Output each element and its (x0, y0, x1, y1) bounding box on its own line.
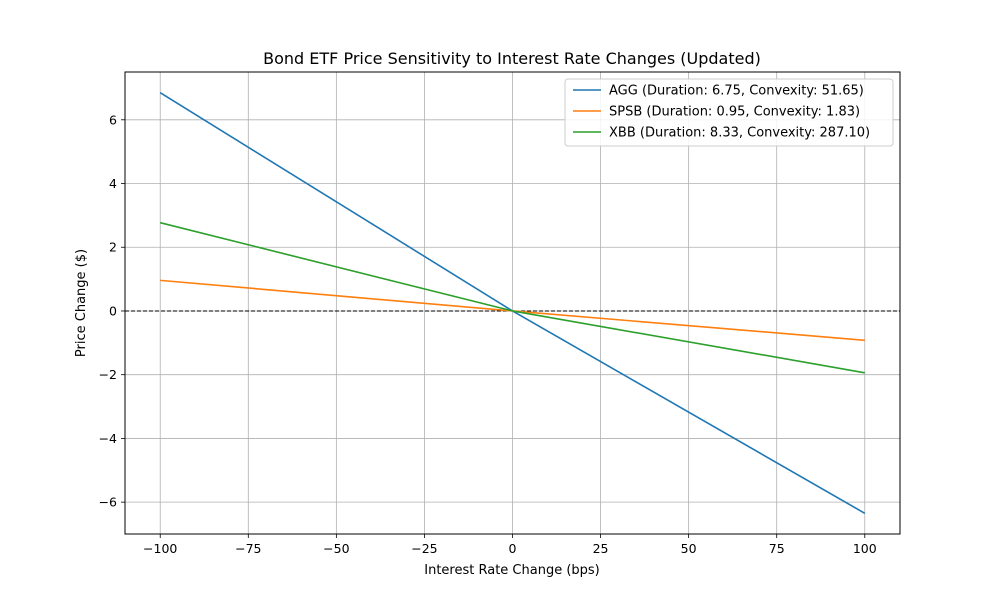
y-tick-label: −2 (99, 367, 117, 382)
legend: AGG (Duration: 6.75, Convexity: 51.65) SP… (564, 78, 894, 147)
x-tick-label: 25 (593, 541, 609, 556)
y-tick-label: −4 (99, 431, 117, 446)
y-axis: −6 −4 −2 0 2 4 6 (99, 112, 125, 510)
x-tick-label: 0 (509, 541, 517, 556)
x-axis-label: Interest Rate Change (bps) (424, 563, 600, 578)
x-tick-label: −25 (411, 541, 437, 556)
legend-box (564, 78, 894, 147)
y-axis-label: Price Change ($) (74, 249, 89, 357)
y-tick-label: 6 (109, 112, 117, 127)
legend-label: AGG (Duration: 6.75, Convexity: 51.65) (609, 84, 864, 99)
x-tick-label: −100 (143, 541, 177, 556)
x-tick-label: 100 (853, 541, 877, 556)
y-tick-label: 4 (109, 176, 117, 191)
x-tick-label: −75 (235, 541, 261, 556)
legend-label: XBB (Duration: 8.33, Convexity: 287.10) (609, 126, 870, 141)
chart-title: Bond ETF Price Sensitivity to Interest R… (263, 49, 761, 68)
y-tick-label: 2 (109, 240, 117, 255)
series-line-2 (160, 221, 865, 374)
x-tick-label: −50 (323, 541, 349, 556)
x-tick-label: 75 (769, 541, 785, 556)
series-lines (159, 92, 866, 514)
x-axis: −100 −75 −50 −25 0 25 50 75 100 (143, 534, 877, 556)
legend-label: SPSB (Duration: 0.95, Convexity: 1.83) (609, 105, 860, 120)
y-tick-label: −6 (99, 495, 117, 510)
y-tick-label: 0 (109, 303, 117, 318)
x-tick-label: 50 (681, 541, 697, 556)
